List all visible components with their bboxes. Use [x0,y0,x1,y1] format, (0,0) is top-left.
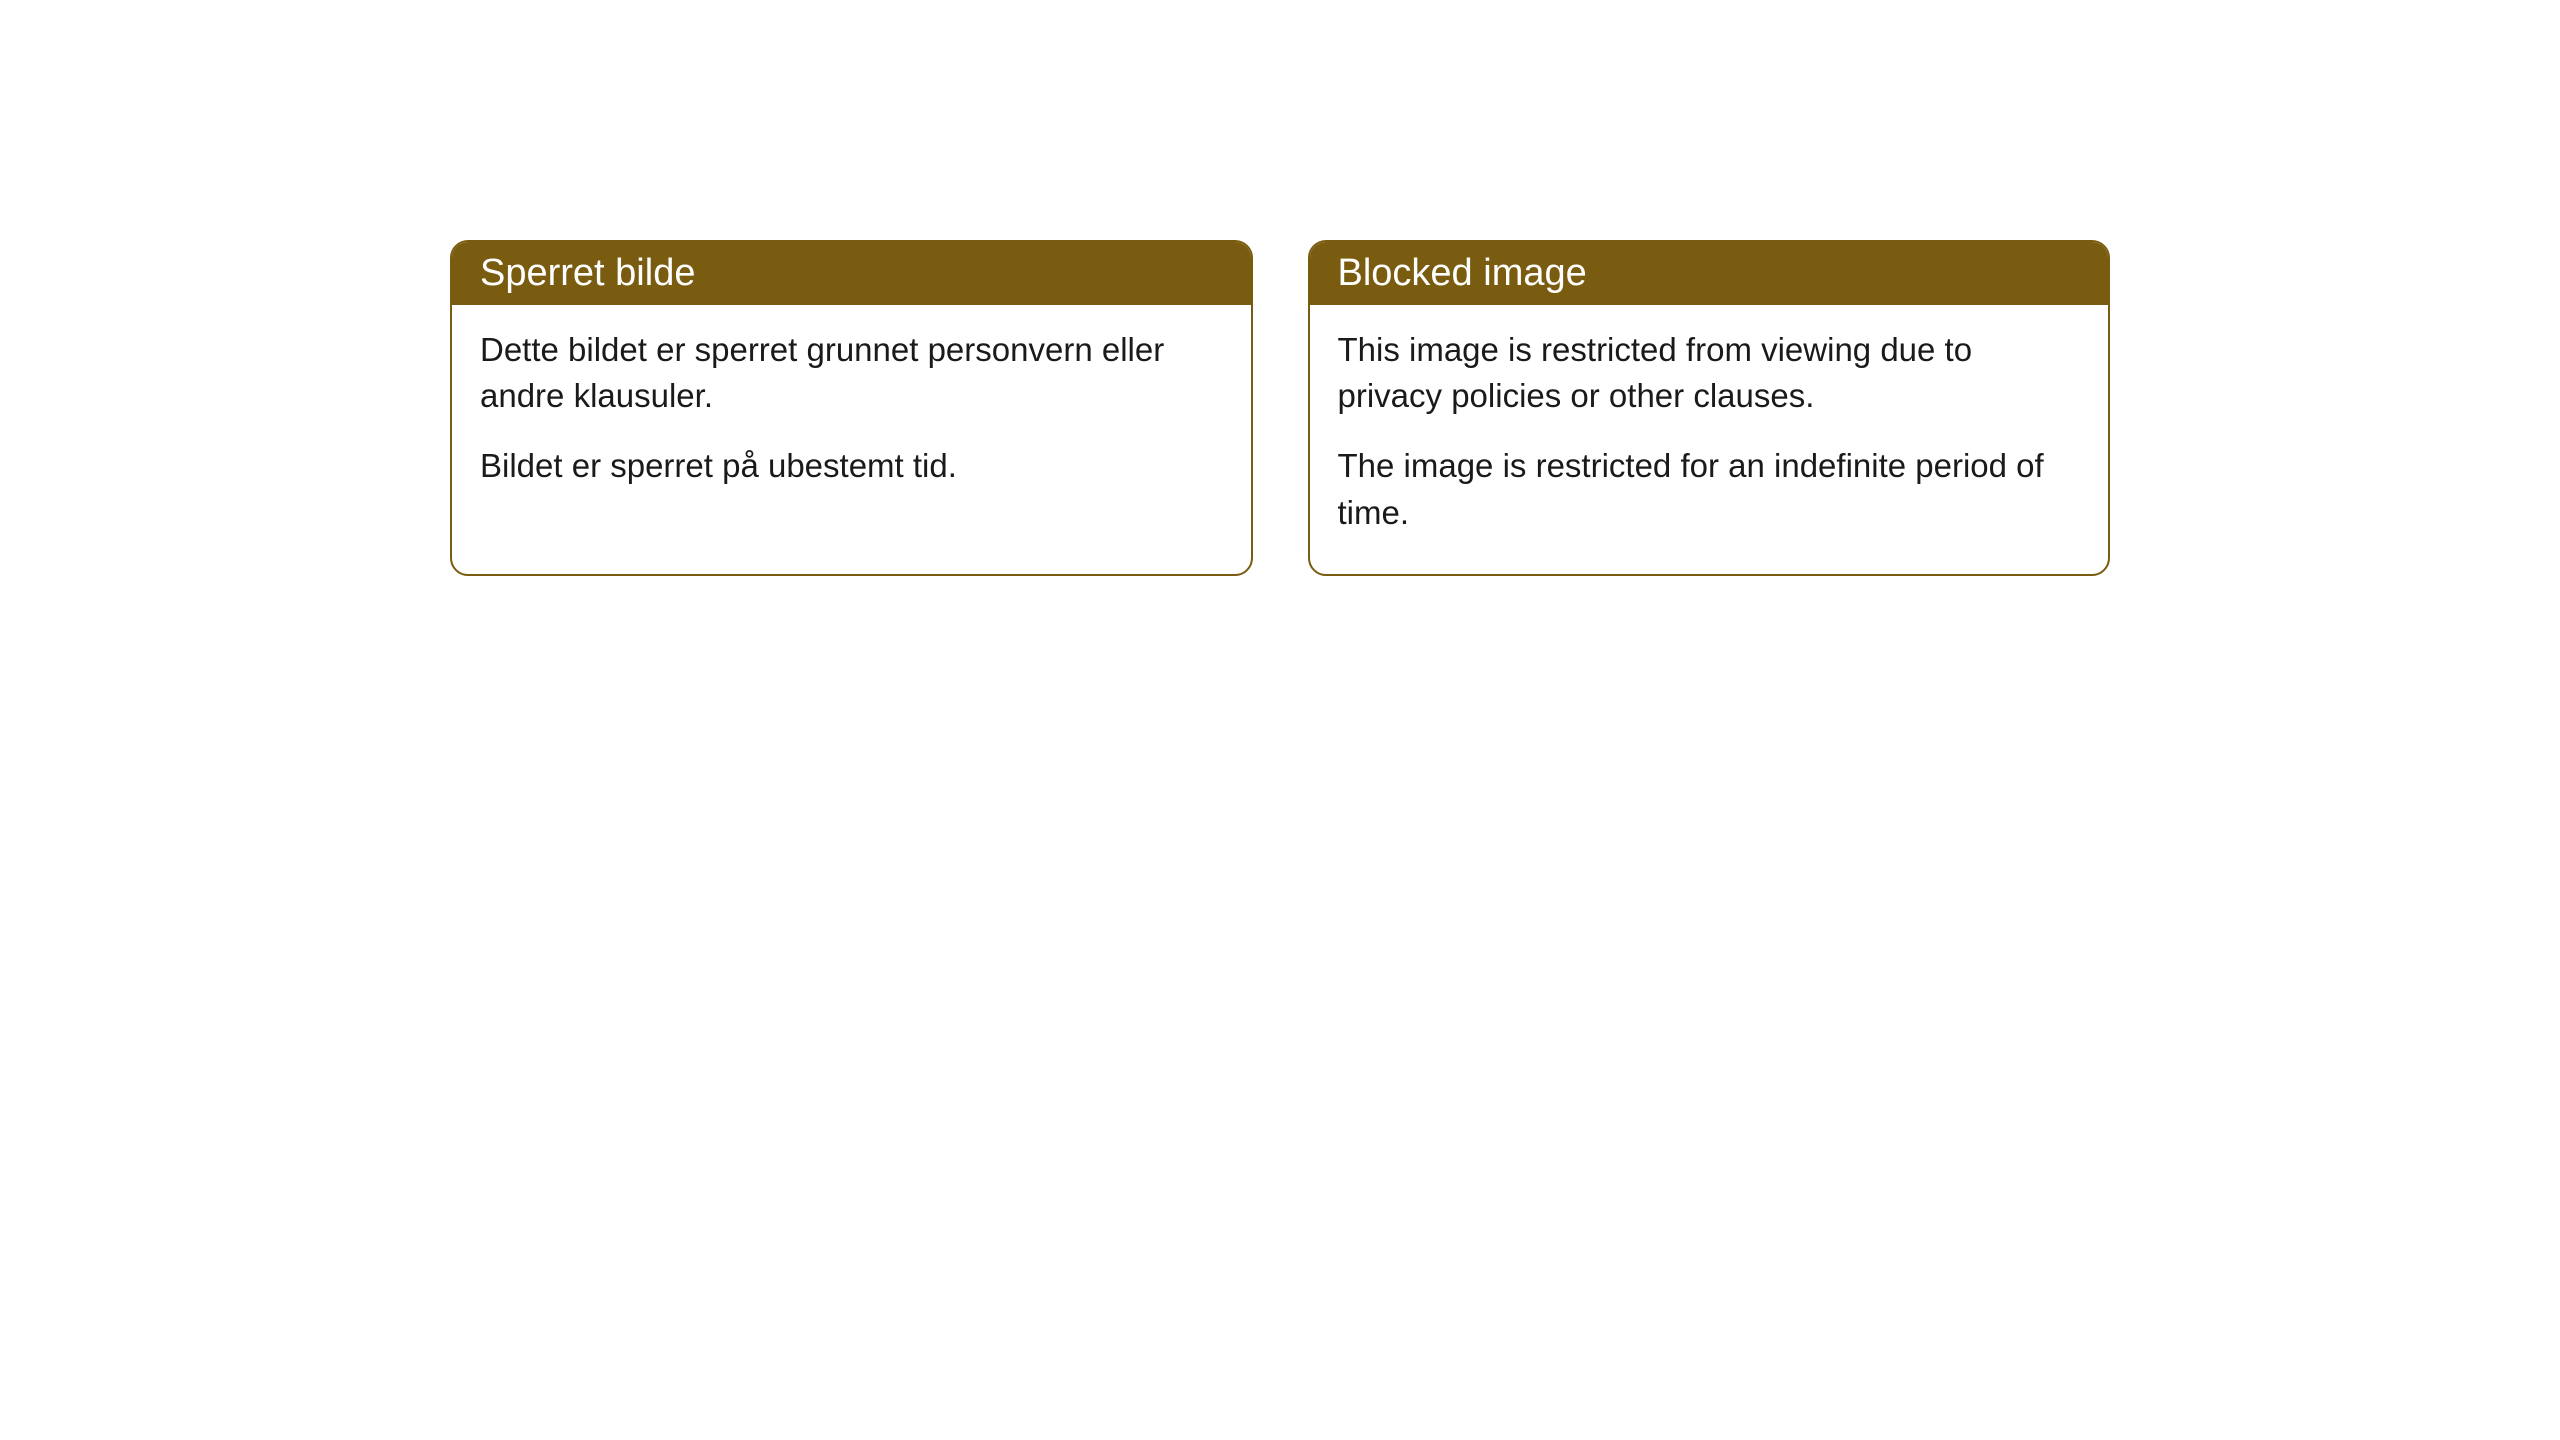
card-title: Sperret bilde [480,252,695,294]
notice-card-english: Blocked image This image is restricted f… [1308,240,2111,576]
notice-cards-container: Sperret bilde Dette bildet er sperret gr… [450,240,2110,576]
notice-card-norwegian: Sperret bilde Dette bildet er sperret gr… [450,240,1253,576]
card-paragraph: The image is restricted for an indefinit… [1338,443,2081,535]
card-paragraph: Dette bildet er sperret grunnet personve… [480,327,1223,419]
card-body: Dette bildet er sperret grunnet personve… [452,305,1251,528]
card-paragraph: Bildet er sperret på ubestemt tid. [480,443,1223,489]
card-body: This image is restricted from viewing du… [1310,305,2109,574]
card-header: Sperret bilde [452,242,1251,305]
card-paragraph: This image is restricted from viewing du… [1338,327,2081,419]
card-title: Blocked image [1338,252,1587,294]
card-header: Blocked image [1310,242,2109,305]
